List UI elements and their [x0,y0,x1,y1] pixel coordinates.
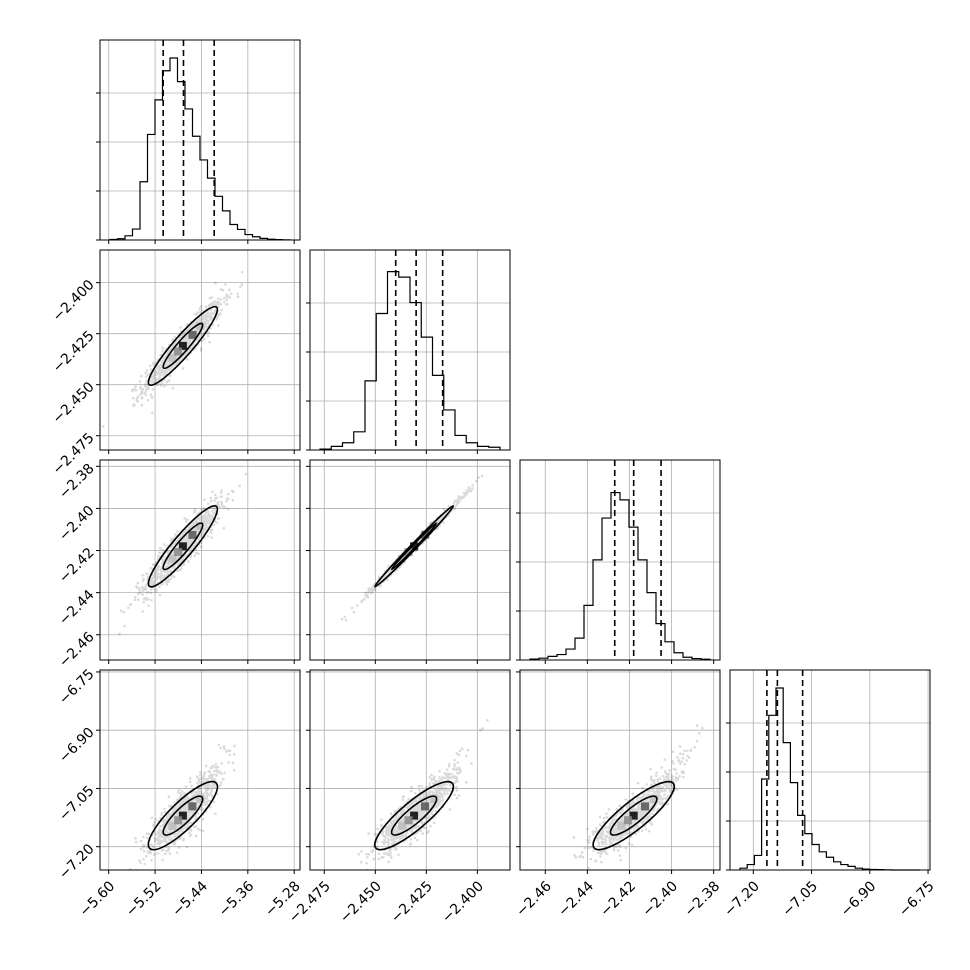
histogram-step-0 [109,57,291,241]
scatter-points [118,472,248,636]
scatter-panel-3-0 [96,669,301,874]
x-tick-label: −5.36 [216,878,258,920]
x-tick-label: −5.44 [169,878,211,920]
y-tick-label: −2.40 [56,503,98,545]
x-tick-labels-1: −2.475 −2.450 −2.425 −2.400 [286,878,487,926]
contour-level-1 [373,504,455,588]
panel-frame [309,459,511,661]
y-tick-label: −2.450 [50,379,98,427]
y-tick-label: −6.90 [56,725,98,767]
histogram-panel-2 [516,459,721,664]
contour-level-1 [592,780,676,851]
x-tick-label: −2.450 [337,878,385,926]
contour-level-0 [162,322,204,370]
histogram-panel-1 [306,249,511,454]
y-tick-labels-1: −2.475−2.450−2.425−2.400 [50,277,98,478]
panel-frame [519,669,721,871]
panel-frame [99,39,301,241]
x-tick-label: −2.38 [682,878,724,920]
scatter-points [357,719,489,870]
x-tick-labels-3: −7.20 −7.05 −6.90 −6.75 [721,878,937,920]
x-tick-label: −7.20 [721,878,763,920]
density-core [168,794,204,830]
panel-frame [519,459,721,661]
contour-level-1 [373,780,455,851]
x-tick-labels-2: −2.46 −2.44 −2.42 −2.40 −2.38 [513,878,723,920]
y-tick-label: −2.46 [56,629,98,671]
x-tick-label: −2.40 [640,878,682,920]
x-tick-label: −2.44 [555,878,597,920]
scatter-points [572,724,704,870]
contour-level-1 [147,305,219,387]
histogram-panel-3 [726,669,931,874]
histogram-panel-0 [96,39,301,244]
y-tick-label: −6.75 [56,666,98,708]
density-core [168,321,205,363]
x-tick-label: −6.90 [838,878,880,920]
density-core [398,794,438,830]
contour-level-0 [390,522,438,571]
scatter-points [128,743,236,870]
contour-level-0 [609,795,658,836]
scatter-panel-2-0 [96,459,301,664]
x-tick-label: −7.05 [780,878,822,920]
contour-level-1 [147,504,219,588]
x-tick-label: −2.425 [388,878,436,926]
y-tick-labels-3: −7.20 −7.05 −6.90 −6.75 [56,666,98,882]
panel-frame [99,249,301,451]
density-core [617,795,659,830]
panel-frame [729,669,931,871]
panel-frame [99,459,301,661]
x-tick-label: −5.60 [77,878,119,920]
density-core [168,521,205,563]
histogram-step-2 [529,491,711,660]
y-tick-label: −7.05 [56,783,98,825]
x-tick-label: −2.400 [439,878,487,926]
y-tick-label: −7.20 [56,841,98,883]
y-tick-labels-2: −2.46−2.44−2.42−2.40−2.38 [56,461,98,671]
x-tick-label: −5.52 [123,878,165,920]
x-tick-label: −6.75 [896,878,938,920]
histogram-step-1 [319,271,501,450]
scatter-panel-3-1 [306,669,511,874]
scatter-panel-1-0 [96,249,301,454]
contour-level-1 [147,780,219,851]
x-tick-label: −2.42 [597,878,639,920]
x-tick-labels-0: −5.60 −5.52 −5.44 −5.36 −5.28 [77,878,304,920]
scatter-panel-3-2 [516,669,721,874]
y-tick-label: −2.400 [50,277,98,325]
y-tick-label: −2.425 [50,328,98,376]
y-tick-label: −2.44 [56,587,98,629]
scatter-panel-2-1 [306,459,511,664]
panel-frame [309,669,511,871]
contour-level-0 [390,795,438,836]
x-tick-label: −2.46 [513,878,555,920]
panel-frame [99,669,301,871]
contour-level-0 [162,795,204,836]
contour-level-0 [162,522,204,571]
panel-frame [309,249,511,451]
y-tick-label: −2.42 [56,545,98,587]
